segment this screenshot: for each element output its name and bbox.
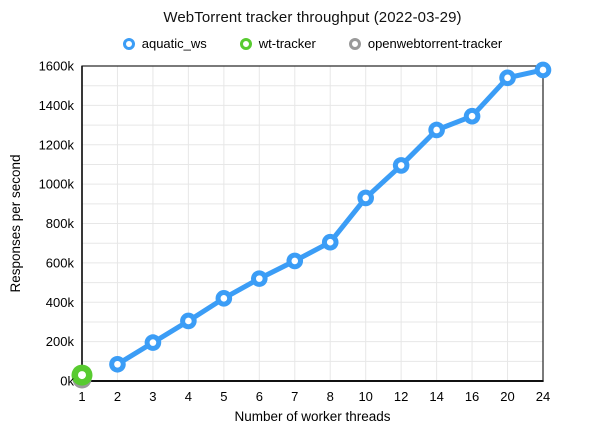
data-point-hole (149, 339, 157, 346)
legend-item-wt-tracker: wt-tracker (239, 36, 316, 51)
x-tick-label: 7 (291, 389, 298, 404)
x-tick-label: 16 (465, 389, 479, 404)
x-tick-label: 1 (78, 389, 85, 404)
x-tick-label: 24 (536, 389, 550, 404)
y-tick-label: 800k (46, 216, 75, 231)
legend-item-openwebtorrent-tracker: openwebtorrent-tracker (348, 36, 503, 51)
y-tick-label: 400k (46, 295, 75, 310)
data-point-hole (256, 275, 263, 282)
data-point-hole (468, 112, 476, 120)
data-point-hole (326, 238, 334, 246)
x-tick-label: 20 (500, 389, 514, 404)
data-point-hole (185, 317, 192, 325)
y-tick-label: 600k (46, 255, 75, 270)
y-tick-label: 1200k (39, 137, 75, 152)
data-point-hole (397, 162, 405, 169)
ring-icon (122, 37, 135, 50)
x-tick-label: 14 (429, 389, 443, 404)
data-point-hole (78, 371, 86, 380)
legend-item-aquatic_ws: aquatic_ws (122, 36, 207, 51)
data-point-hole (362, 194, 369, 202)
chart-legend: aquatic_ws wt-tracker openwebtorrent-track… (82, 35, 543, 52)
x-tick-label: 8 (327, 389, 334, 404)
y-tick-label: 1400k (39, 98, 75, 113)
y-axis-title: Responses per second (8, 154, 23, 292)
x-tick-label: 12 (394, 389, 408, 404)
x-tick-label: 6 (256, 389, 263, 404)
y-tick-label: 200k (46, 334, 75, 349)
y-tick-label: 1600k (39, 59, 75, 74)
ring-icon (239, 37, 252, 50)
legend-label: openwebtorrent-tracker (367, 36, 503, 51)
y-tick-label: 1000k (39, 177, 75, 192)
data-point-hole (220, 295, 228, 302)
legend-label: wt-tracker (258, 36, 316, 51)
data-point-hole (539, 66, 547, 74)
y-tick-label: 0k (60, 374, 74, 389)
data-point-hole (433, 126, 440, 134)
data-point-hole (504, 74, 511, 82)
x-tick-label: 4 (185, 389, 192, 404)
chart-title: WebTorrent tracker throughput (2022-03-2… (163, 9, 462, 26)
ring-icon (348, 37, 361, 50)
x-axis-title: Number of worker threads (234, 409, 390, 424)
data-point-hole (114, 360, 121, 368)
x-tick-label: 3 (149, 389, 156, 404)
data-point-hole (291, 257, 299, 265)
x-tick-label: 10 (358, 389, 372, 404)
legend-label: aquatic_ws (141, 36, 207, 51)
x-tick-label: 2 (114, 389, 121, 404)
x-tick-label: 5 (220, 389, 227, 404)
